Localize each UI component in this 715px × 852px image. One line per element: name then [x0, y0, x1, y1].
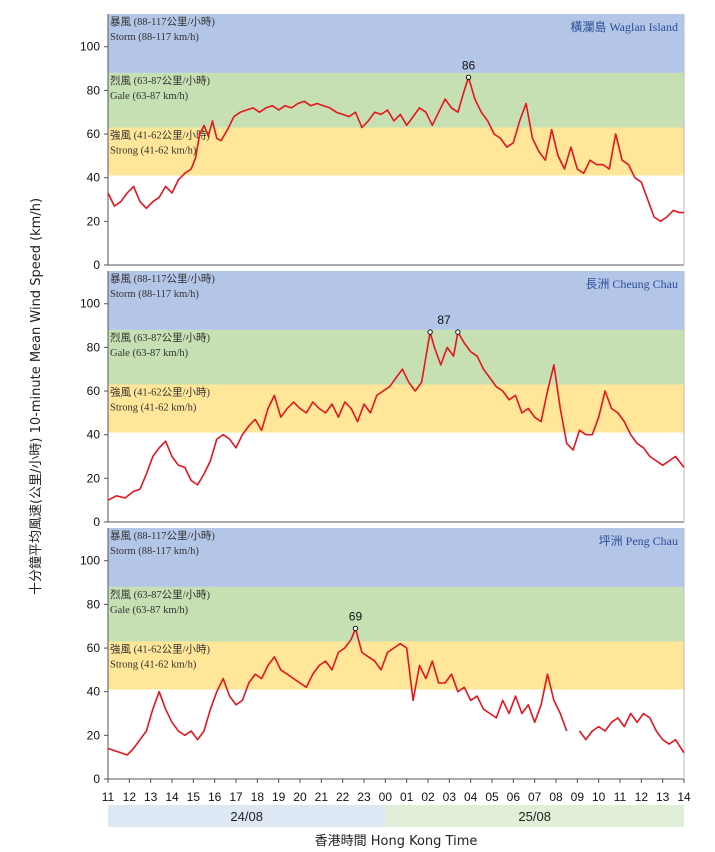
band-label-zh: 暴風 (88-117公里/小時) — [110, 273, 215, 285]
peak-marker — [455, 329, 461, 335]
y-tick-label: 100 — [80, 554, 100, 568]
x-tick-label: 09 — [571, 790, 585, 804]
x-tick-label: 11 — [102, 790, 115, 804]
band-label-en: Gale (63-87 km/h) — [110, 91, 189, 102]
x-tick-label: 13 — [656, 790, 670, 804]
y-tick-label: 20 — [87, 214, 101, 228]
band-label-en: Storm (88-117 km/h) — [110, 32, 199, 43]
band-label-en: Strong (41-62 km/h) — [110, 145, 197, 156]
station-name: 長洲 Cheung Chau — [585, 277, 678, 291]
peak-marker — [427, 329, 433, 335]
wind-speed-series — [107, 627, 685, 756]
band-label-en: Storm (88-117 km/h) — [110, 546, 199, 557]
x-tick-label: 14 — [165, 790, 179, 804]
date-bar-2 — [385, 805, 684, 827]
peak-label: 86 — [462, 58, 476, 72]
band-label-zh: 強風 (41-62公里/小時) — [110, 385, 211, 398]
band-label-en: Gale (63-87 km/h) — [110, 348, 189, 359]
band-label-en: Strong (41-62 km/h) — [110, 659, 197, 670]
x-tick-label: 10 — [592, 790, 606, 804]
x-axis-title: 香港時間 Hong Kong Time — [315, 834, 478, 849]
peak-marker — [352, 625, 359, 632]
date-label-1: 24/08 — [230, 809, 263, 824]
band-2 — [108, 127, 684, 176]
y-tick-label: 40 — [87, 428, 101, 442]
band-1 — [108, 586, 684, 642]
x-tick-label: 20 — [293, 790, 307, 804]
y-tick-label: 60 — [87, 641, 101, 655]
y-tick-label: 80 — [87, 340, 101, 354]
band-0 — [108, 528, 684, 587]
y-tick-label: 40 — [87, 171, 101, 185]
wind-speed-series — [107, 76, 684, 223]
y-tick-label: 0 — [93, 258, 100, 272]
x-tick-label: 16 — [208, 790, 222, 804]
y-tick-label: 20 — [87, 471, 101, 485]
y-tick-label: 100 — [80, 40, 100, 54]
y-tick-label: 80 — [87, 83, 101, 97]
x-tick-label: 01 — [400, 790, 414, 804]
y-tick-label: 60 — [87, 384, 101, 398]
x-tick-label: 03 — [443, 790, 457, 804]
y-tick-label: 60 — [87, 127, 101, 141]
x-tick-label: 04 — [464, 790, 478, 804]
wind-speed-series — [107, 331, 685, 501]
band-label-zh: 烈風 (63-87公里/小時) — [110, 332, 211, 344]
band-2 — [108, 641, 684, 690]
x-tick-label: 02 — [421, 790, 435, 804]
x-tick-label: 21 — [315, 790, 329, 804]
x-tick-label: 18 — [251, 790, 265, 804]
x-tick-label: 14 — [677, 790, 691, 804]
band-label-zh: 暴風 (88-117公里/小時) — [110, 16, 215, 28]
x-tick-label: 17 — [229, 790, 243, 804]
x-tick-label: 11 — [614, 790, 627, 804]
peak-label: 69 — [349, 609, 363, 623]
band-label-zh: 強風 (41-62公里/小時) — [110, 128, 211, 141]
band-1 — [108, 329, 684, 385]
x-tick-label: 19 — [272, 790, 286, 804]
peak-marker — [465, 74, 472, 80]
peak-label: 87 — [437, 313, 451, 327]
date-label-2: 25/08 — [518, 809, 551, 824]
station-name: 坪洲 Peng Chau — [599, 534, 678, 548]
x-tick-label: 12 — [123, 790, 137, 804]
band-label-en: Strong (41-62 km/h) — [110, 402, 197, 413]
y-tick-label: 40 — [87, 685, 101, 699]
x-tick-label: 07 — [528, 790, 542, 804]
date-bar-1 — [108, 805, 386, 827]
band-label-zh: 暴風 (88-117公里/小時) — [110, 530, 215, 542]
x-tick-label: 00 — [379, 790, 393, 804]
y-tick-label: 100 — [80, 297, 100, 311]
band-label-zh: 烈風 (63-87公里/小時) — [110, 75, 211, 87]
band-label-zh: 強風 (41-62公里/小時) — [110, 642, 211, 655]
x-tick-label: 12 — [635, 790, 649, 804]
y-tick-label: 0 — [93, 515, 100, 529]
x-tick-label: 15 — [187, 790, 201, 804]
x-tick-label: 13 — [144, 790, 158, 804]
band-0 — [108, 271, 684, 330]
y-tick-label: 20 — [87, 728, 101, 742]
station-name: 橫瀾島 Waglan Island — [570, 19, 678, 34]
band-label-zh: 烈風 (63-87公里/小時) — [110, 589, 211, 601]
x-tick-label: 06 — [507, 790, 521, 804]
x-tick-label: 22 — [336, 790, 350, 804]
y-tick-label: 80 — [87, 597, 101, 611]
band-2 — [108, 384, 684, 433]
band-label-en: Gale (63-87 km/h) — [110, 605, 189, 616]
y-tick-label: 0 — [93, 772, 100, 786]
band-0 — [108, 14, 684, 73]
y-axis-title: 十分鐘平均風速(公里/小時) 10-minute Mean Wind Speed… — [28, 198, 44, 595]
x-tick-label: 05 — [485, 790, 499, 804]
band-label-en: Storm (88-117 km/h) — [110, 289, 199, 300]
x-tick-label: 23 — [357, 790, 371, 804]
x-tick-label: 08 — [549, 790, 563, 804]
